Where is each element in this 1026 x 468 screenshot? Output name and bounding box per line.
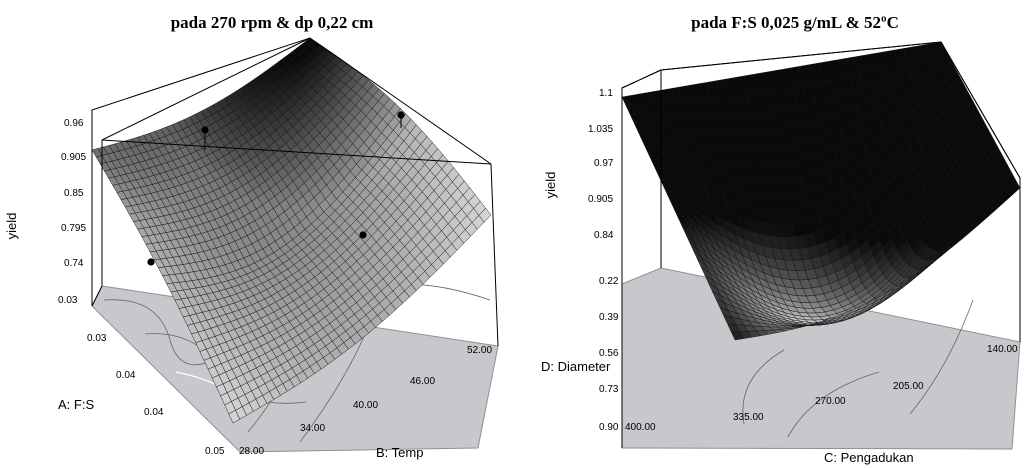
left-frame-edge xyxy=(91,285,103,307)
design-point xyxy=(359,231,367,239)
left-y-axis-label: B: Temp xyxy=(376,445,423,460)
left-frame-edge xyxy=(101,139,492,165)
left-floor-contour xyxy=(103,299,231,366)
left-chart-title: pada 270 rpm & dp 0,22 cm xyxy=(171,13,374,32)
left-z-tick: 0.74 xyxy=(64,258,84,269)
right-floor-contour xyxy=(742,349,785,425)
left-x-tick: 0.05 xyxy=(205,446,225,457)
right-y-tick: 335.00 xyxy=(733,412,764,423)
right-y-tick: 140.00 xyxy=(987,344,1018,355)
left-y-tick: 28.00 xyxy=(239,446,264,457)
right-z-tick: 0.905 xyxy=(588,194,613,205)
right-y-axis-label: C: Pengadukan xyxy=(824,450,914,465)
right-x-tick: 0.90 xyxy=(599,422,619,433)
left-y-tick: 46.00 xyxy=(410,376,435,387)
left-z-tick: 0.96 xyxy=(64,118,84,129)
left-x-tick: 0.03 xyxy=(58,295,78,306)
right-chart-title: pada F:S 0,025 g/mL & 52ºC xyxy=(691,13,899,32)
surface-cell xyxy=(478,207,492,223)
left-frame-edge xyxy=(101,37,311,141)
right-z-axis-label: yield xyxy=(543,172,558,199)
design-point xyxy=(201,126,209,134)
design-point xyxy=(147,258,155,266)
left-design-points xyxy=(147,111,405,266)
right-y-tick: 400.00 xyxy=(625,422,656,433)
left-y-tick: 34.00 xyxy=(300,423,325,434)
right-z-tick: 1.035 xyxy=(588,124,613,135)
left-y-tick: 52.00 xyxy=(467,345,492,356)
right-y-tick: 270.00 xyxy=(815,396,846,407)
right-x-tick: 0.39 xyxy=(599,312,619,323)
left-x-axis-label: A: F:S xyxy=(58,397,94,412)
left-x-tick: 0.04 xyxy=(144,407,164,418)
left-z-axis-label: yield xyxy=(4,213,19,240)
right-frame-edge xyxy=(621,69,662,89)
right-floor-contour xyxy=(787,371,880,438)
left-z-tick: 0.795 xyxy=(61,223,86,234)
left-z-tick: 0.85 xyxy=(64,188,84,199)
right-x-axis-label: D: Diameter xyxy=(541,359,611,374)
left-x-tick: 0.03 xyxy=(87,333,107,344)
left-y-tick: 40.00 xyxy=(353,400,378,411)
left-surface-chart: pada 270 rpm & dp 0,22 cm yield A: F:S B… xyxy=(4,13,499,460)
right-z-tick: 0.84 xyxy=(594,230,614,241)
right-x-tick: 0.73 xyxy=(599,384,619,395)
design-point xyxy=(397,111,405,119)
right-floor-contour xyxy=(909,299,974,415)
right-surface-chart: pada F:S 0,025 g/mL & 52ºC yield D: Diam… xyxy=(541,13,1021,465)
right-z-tick: 0.97 xyxy=(594,158,614,169)
right-surface-mesh xyxy=(621,41,1021,341)
right-frame-edge xyxy=(940,41,1021,179)
left-surface-mesh xyxy=(91,37,492,424)
right-x-tick: 0.22 xyxy=(599,276,619,287)
left-x-tick: 0.04 xyxy=(116,370,136,381)
right-x-tick: 0.56 xyxy=(599,348,619,359)
left-z-tick: 0.905 xyxy=(61,152,86,163)
right-y-tick: 205.00 xyxy=(893,381,924,392)
right-frame-edge xyxy=(660,41,942,71)
right-z-tick: 1.1 xyxy=(599,88,613,99)
